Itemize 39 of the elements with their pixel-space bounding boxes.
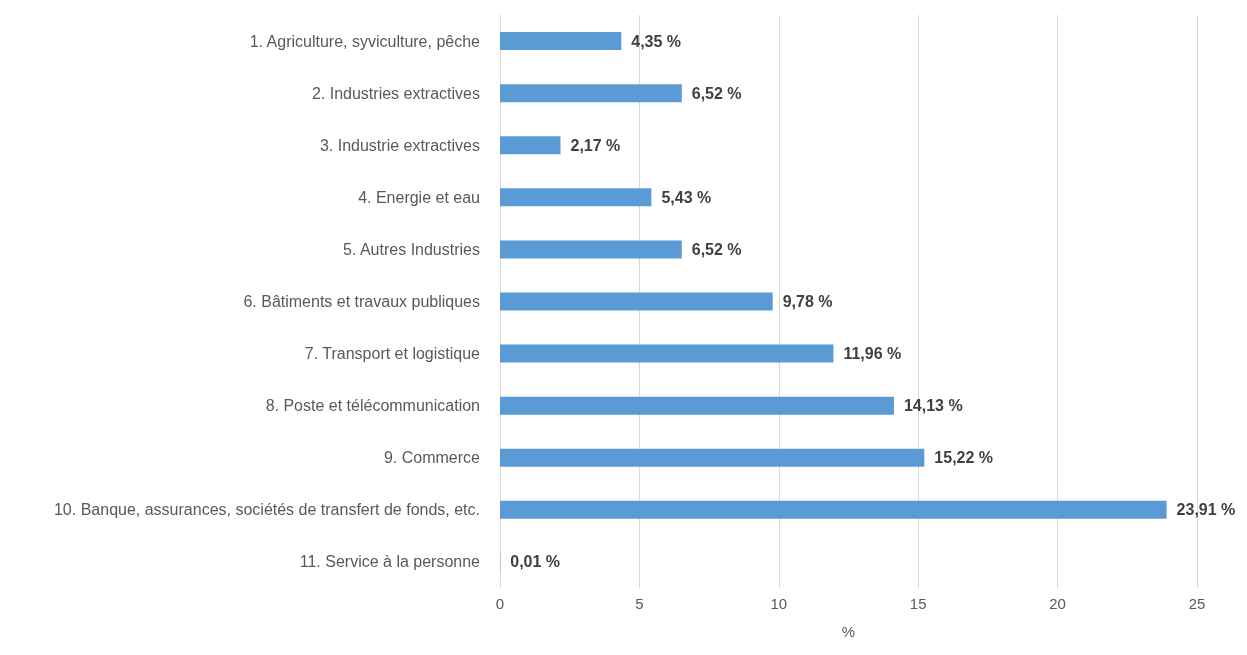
bar bbox=[500, 188, 652, 207]
bar bbox=[500, 448, 925, 467]
bar bbox=[500, 136, 561, 155]
data-label: 23,91 % bbox=[1176, 501, 1236, 519]
x-tick-label: 5 bbox=[635, 595, 644, 612]
x-axis-title: % bbox=[841, 623, 856, 640]
data-label: 9,78 % bbox=[782, 293, 833, 310]
x-tick-label: 20 bbox=[1049, 595, 1066, 612]
bar bbox=[500, 32, 622, 51]
bar bbox=[500, 396, 894, 415]
y-tick-label: 8. Poste et télécommunication bbox=[265, 397, 480, 415]
data-label: 6,52 % bbox=[691, 84, 742, 102]
y-tick-label: 6. Bâtiments et travaux publiques bbox=[243, 293, 480, 310]
y-tick-label: 10. Banque, assurances, sociétés de transfert de fonds, etc. bbox=[53, 501, 480, 519]
bar bbox=[500, 344, 834, 363]
data-label: 15,22 % bbox=[934, 449, 994, 467]
bar bbox=[500, 240, 682, 259]
y-tick-label: 1. Agriculture, syviculture, pêche bbox=[249, 32, 481, 50]
y-tick-label: 5. Autres Industries bbox=[343, 240, 480, 258]
data-label: 5,43 % bbox=[661, 188, 712, 206]
y-tick-label: 11. Service à la personne bbox=[299, 553, 481, 571]
data-label: 14,13 % bbox=[903, 397, 963, 415]
x-tick-label: 0 bbox=[495, 595, 505, 612]
y-tick-label: 2. Industries extractives bbox=[311, 84, 480, 102]
x-tick-label: 15 bbox=[909, 595, 927, 612]
data-label: 6,52 % bbox=[691, 240, 742, 258]
y-tick-label: 7. Transport et logistique bbox=[304, 345, 481, 363]
data-label: 0,01 % bbox=[510, 553, 561, 571]
bar bbox=[500, 500, 1167, 519]
y-tick-label: 3. Industrie extractives bbox=[319, 136, 480, 154]
data-label: 11,96 % bbox=[843, 345, 902, 363]
y-tick-label: 4. Energie et eau bbox=[358, 188, 480, 206]
y-tick-label: 9. Commerce bbox=[383, 449, 481, 467]
bar bbox=[500, 292, 773, 311]
x-tick-label: 10 bbox=[770, 595, 788, 612]
data-label: 2,17 % bbox=[570, 136, 621, 154]
data-label: 4,35 % bbox=[631, 32, 682, 50]
bar bbox=[500, 84, 682, 103]
x-tick-label: 25 bbox=[1188, 595, 1206, 612]
